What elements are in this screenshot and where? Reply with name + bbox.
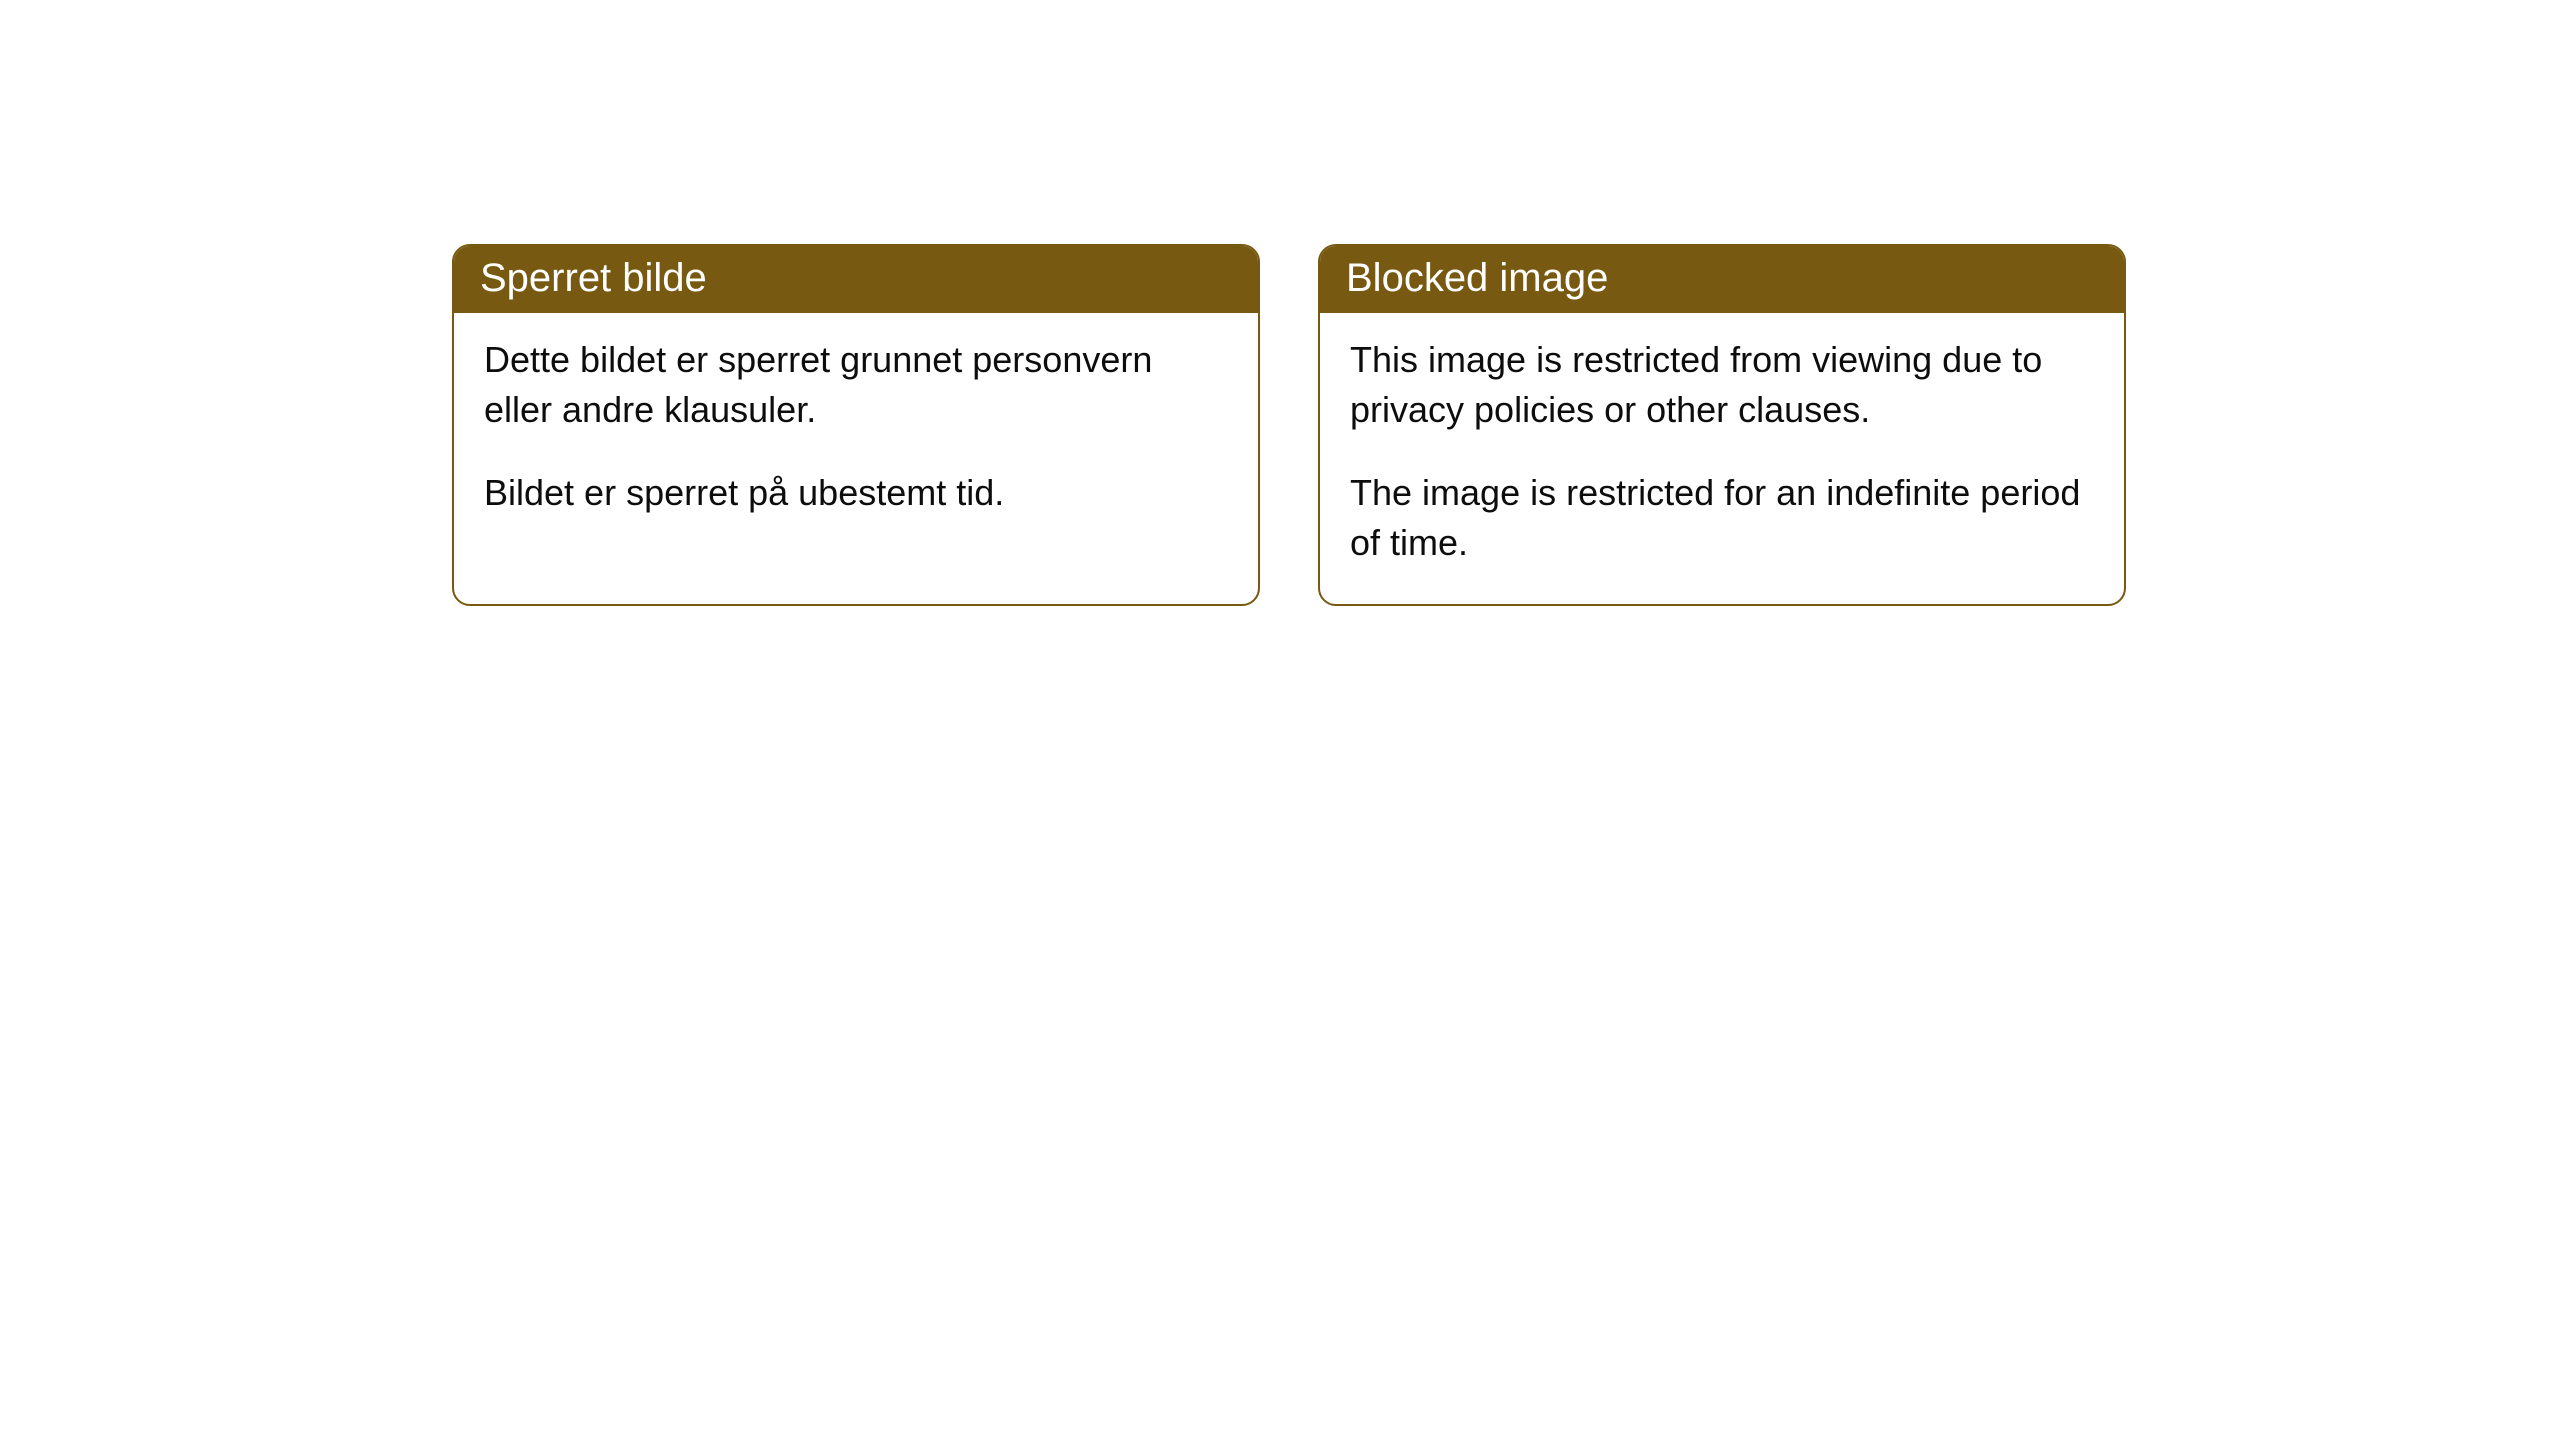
card-paragraph: This image is restricted from viewing du… xyxy=(1350,335,2094,434)
card-body: This image is restricted from viewing du… xyxy=(1320,313,2124,604)
card-paragraph: The image is restricted for an indefinit… xyxy=(1350,468,2094,567)
card-body: Dette bildet er sperret grunnet personve… xyxy=(454,313,1258,554)
notice-container: Sperret bilde Dette bildet er sperret gr… xyxy=(0,0,2560,606)
notice-card-no: Sperret bilde Dette bildet er sperret gr… xyxy=(452,244,1260,606)
card-paragraph: Bildet er sperret på ubestemt tid. xyxy=(484,468,1228,518)
notice-card-en: Blocked image This image is restricted f… xyxy=(1318,244,2126,606)
card-paragraph: Dette bildet er sperret grunnet personve… xyxy=(484,335,1228,434)
card-header: Sperret bilde xyxy=(454,246,1258,313)
card-header: Blocked image xyxy=(1320,246,2124,313)
